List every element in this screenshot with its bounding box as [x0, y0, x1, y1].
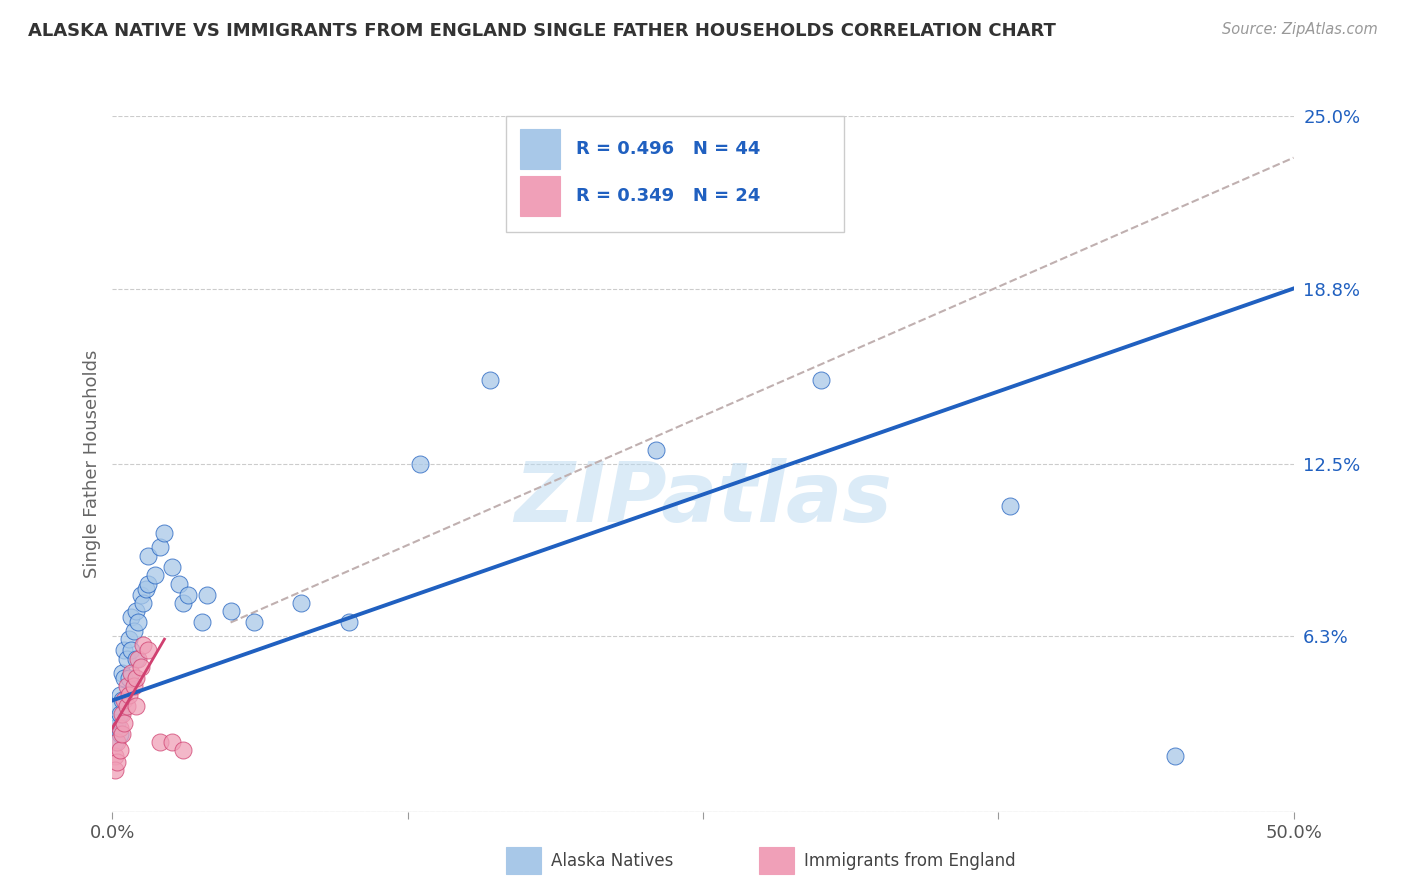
- Text: Alaska Natives: Alaska Natives: [551, 852, 673, 870]
- Point: [108, 721, 131, 735]
- Point: [160, 735, 183, 749]
- Point: [115, 680, 138, 694]
- Point: [998, 499, 1021, 513]
- Text: Source: ZipAtlas.com: Source: ZipAtlas.com: [1222, 22, 1378, 37]
- Point: [143, 568, 166, 582]
- Point: [120, 643, 142, 657]
- Point: [120, 610, 142, 624]
- Point: [136, 549, 159, 563]
- Point: [243, 615, 266, 630]
- Point: [104, 721, 127, 735]
- Point: [132, 638, 155, 652]
- Point: [129, 588, 152, 602]
- Point: [153, 526, 176, 541]
- Point: [122, 624, 145, 638]
- Point: [105, 755, 128, 769]
- Text: ALASKA NATIVE VS IMMIGRANTS FROM ENGLAND SINGLE FATHER HOUSEHOLDS CORRELATION CH: ALASKA NATIVE VS IMMIGRANTS FROM ENGLAND…: [28, 22, 1056, 40]
- Point: [136, 576, 159, 591]
- Point: [1164, 749, 1187, 764]
- Text: Immigrants from England: Immigrants from England: [804, 852, 1017, 870]
- Point: [129, 660, 152, 674]
- Point: [112, 693, 135, 707]
- Point: [149, 735, 172, 749]
- Point: [118, 632, 141, 647]
- Point: [195, 588, 218, 602]
- Point: [105, 715, 128, 730]
- Point: [112, 671, 135, 685]
- Point: [120, 665, 142, 680]
- Point: [172, 743, 194, 757]
- Point: [104, 763, 127, 777]
- Point: [644, 442, 666, 457]
- Point: [118, 688, 141, 702]
- Text: ZIPatlas: ZIPatlas: [515, 458, 891, 539]
- Point: [290, 596, 312, 610]
- Point: [108, 727, 131, 741]
- Point: [125, 651, 148, 665]
- Point: [132, 596, 155, 610]
- Point: [104, 749, 127, 764]
- Point: [108, 743, 131, 757]
- Point: [125, 698, 148, 713]
- Point: [115, 698, 138, 713]
- Point: [108, 688, 131, 702]
- Point: [115, 651, 138, 665]
- Point: [479, 373, 502, 387]
- Point: [112, 715, 135, 730]
- Point: [122, 680, 145, 694]
- Point: [104, 735, 127, 749]
- Point: [167, 576, 190, 591]
- Text: R = 0.349   N = 24: R = 0.349 N = 24: [576, 186, 761, 205]
- Point: [135, 582, 157, 596]
- Point: [105, 735, 128, 749]
- Point: [125, 671, 148, 685]
- Point: [105, 698, 128, 713]
- Point: [172, 596, 194, 610]
- Point: [112, 643, 135, 657]
- Point: [149, 541, 172, 555]
- Point: [118, 671, 141, 685]
- Point: [125, 604, 148, 618]
- Point: [191, 615, 214, 630]
- Y-axis label: Single Father Households: Single Father Households: [83, 350, 101, 578]
- Point: [219, 604, 242, 618]
- Point: [337, 615, 360, 630]
- Point: [111, 707, 134, 722]
- Point: [111, 665, 134, 680]
- Point: [810, 373, 832, 387]
- Point: [160, 559, 183, 574]
- Point: [127, 615, 149, 630]
- Point: [108, 707, 131, 722]
- Point: [127, 651, 149, 665]
- Point: [111, 727, 134, 741]
- Point: [136, 643, 159, 657]
- Point: [177, 588, 200, 602]
- Point: [408, 457, 430, 471]
- Text: R = 0.496   N = 44: R = 0.496 N = 44: [576, 140, 761, 159]
- Point: [111, 693, 134, 707]
